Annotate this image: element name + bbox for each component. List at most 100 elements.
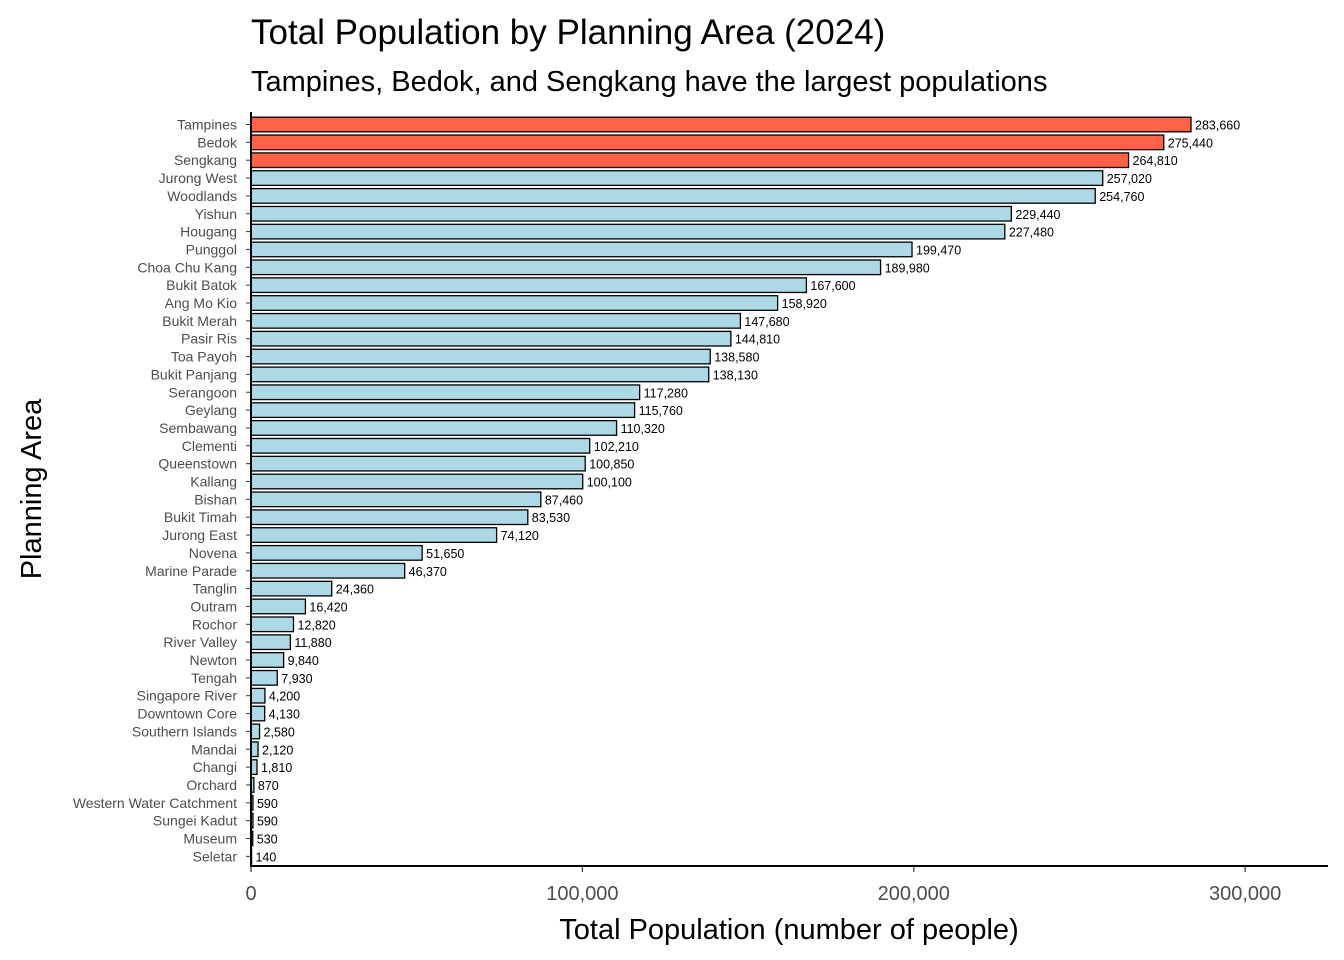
category-label-sembawang: Sembawang	[159, 420, 237, 436]
bar-outram	[250, 598, 307, 615]
bar-tengah	[250, 669, 278, 686]
category-label-bedok: Bedok	[197, 134, 238, 150]
bar-tanglin	[250, 580, 333, 597]
category-label-changi: Changi	[193, 759, 237, 775]
category-label-sungei-kadut: Sungei Kadut	[153, 813, 237, 829]
value-label-sengkang: 264,810	[1133, 154, 1178, 168]
bar-sembawang	[250, 419, 618, 436]
category-label-yishun: Yishun	[195, 206, 237, 222]
x-tick-label-3: 300,000	[1209, 883, 1281, 905]
value-label-punggol: 199,470	[916, 243, 961, 257]
category-label-novena: Novena	[189, 545, 237, 561]
value-label-hougang: 227,480	[1009, 226, 1054, 240]
category-label-ang-mo-kio: Ang Mo Kio	[165, 295, 238, 311]
value-label-museum: 530	[257, 833, 278, 847]
value-label-marine-parade: 46,370	[409, 565, 447, 579]
value-label-river-valley: 11,880	[294, 636, 331, 650]
value-label-tanglin: 24,360	[336, 583, 374, 597]
category-label-geylang: Geylang	[185, 402, 237, 418]
value-label-tampines: 283,660	[1195, 119, 1240, 133]
value-label-kallang: 100,100	[587, 476, 632, 490]
bar-newton	[250, 652, 285, 668]
bar-bedok	[250, 134, 1165, 151]
category-label-outram: Outram	[190, 598, 237, 614]
bar-toa-payoh	[250, 348, 711, 365]
value-label-ang-mo-kio: 158,920	[782, 297, 827, 311]
category-label-bukit-merah: Bukit Merah	[162, 313, 237, 329]
category-label-toa-payoh: Toa Payoh	[171, 349, 237, 365]
value-label-bukit-batok: 167,600	[810, 279, 855, 293]
bar-novena	[250, 544, 423, 561]
value-label-bishan: 87,460	[545, 493, 583, 507]
bar-clementi	[250, 437, 591, 454]
bar-river-valley	[250, 634, 292, 651]
category-label-punggol: Punggol	[186, 241, 237, 257]
value-label-tengah: 7,930	[281, 672, 312, 686]
category-label-mandai: Mandai	[191, 741, 237, 757]
value-label-seletar: 140	[255, 850, 276, 864]
bar-tampines	[250, 116, 1192, 133]
category-label-tengah: Tengah	[191, 670, 237, 686]
category-label-bukit-timah: Bukit Timah	[164, 509, 237, 525]
value-label-bukit-timah: 83,530	[532, 511, 570, 525]
category-label-bukit-batok: Bukit Batok	[166, 277, 238, 293]
category-label-newton: Newton	[190, 652, 237, 668]
x-tick-label-2: 200,000	[878, 883, 950, 905]
x-tick-label-1: 100,000	[546, 883, 618, 905]
bar-sengkang	[250, 152, 1130, 169]
bar-pasir-ris	[250, 330, 732, 347]
value-label-geylang: 115,760	[639, 404, 683, 418]
category-label-hougang: Hougang	[180, 224, 237, 240]
value-label-mandai: 2,120	[262, 743, 293, 757]
value-label-yishun: 229,440	[1015, 208, 1060, 222]
y-axis-title: Planning Area	[16, 398, 48, 579]
category-label-museum: Museum	[183, 831, 237, 847]
bar-bukit-timah	[250, 509, 529, 526]
category-label-jurong-west: Jurong West	[159, 170, 237, 186]
category-label-tanglin: Tanglin	[193, 581, 237, 597]
value-labels: 283,660 275,440 264,810 257,020 254,760 229,4…	[255, 119, 1240, 865]
bar-bukit-panjang	[250, 366, 710, 383]
bar-queenstown	[250, 455, 586, 472]
category-label-downtown-core: Downtown Core	[137, 706, 237, 722]
value-label-choa-chu-kang: 189,980	[885, 261, 930, 275]
category-label-jurong-east: Jurong East	[162, 527, 237, 543]
x-axis-title: Total Population (number of people)	[559, 914, 1018, 946]
value-label-bedok: 275,440	[1168, 136, 1213, 150]
bar-hougang	[250, 223, 1006, 240]
chart-subtitle: Tampines, Bedok, and Sengkang have the l…	[251, 66, 1047, 98]
value-label-clementi: 102,210	[594, 440, 639, 454]
bar-marine-parade	[250, 562, 406, 579]
bar-jurong-east	[250, 527, 498, 544]
category-label-singapore-river: Singapore River	[137, 688, 238, 704]
category-label-southern-islands: Southern Islands	[132, 723, 237, 739]
bar-geylang	[250, 402, 636, 419]
value-label-jurong-west: 257,020	[1107, 172, 1152, 186]
bar-singapore-river	[250, 687, 266, 704]
bar-yishun	[250, 205, 1012, 222]
category-label-woodlands: Woodlands	[167, 188, 237, 204]
value-label-singapore-river: 4,200	[269, 690, 300, 704]
bar-serangoon	[250, 384, 641, 401]
bar-rochor	[250, 616, 295, 633]
bar-punggol	[250, 241, 913, 258]
value-label-serangoon: 117,280	[644, 386, 688, 400]
category-label-queenstown: Queenstown	[158, 456, 237, 472]
value-label-jurong-east: 74,120	[501, 529, 539, 543]
value-label-sungei-kadut: 590	[257, 815, 278, 829]
category-label-marine-parade: Marine Parade	[145, 563, 237, 579]
value-label-novena: 51,650	[426, 547, 464, 561]
category-label-rochor: Rochor	[192, 616, 237, 632]
value-label-downtown-core: 4,130	[269, 708, 300, 722]
value-label-outram: 16,420	[309, 600, 347, 614]
bar-jurong-west	[250, 170, 1104, 187]
category-label-orchard: Orchard	[186, 777, 237, 793]
value-label-rochor: 12,820	[297, 618, 335, 632]
category-label-seletar: Seletar	[193, 848, 238, 864]
value-label-woodlands: 254,760	[1099, 190, 1144, 204]
chart-title: Total Population by Planning Area (2024)	[251, 13, 885, 52]
category-label-sengkang: Sengkang	[174, 152, 237, 168]
bar-mandai	[250, 741, 259, 758]
